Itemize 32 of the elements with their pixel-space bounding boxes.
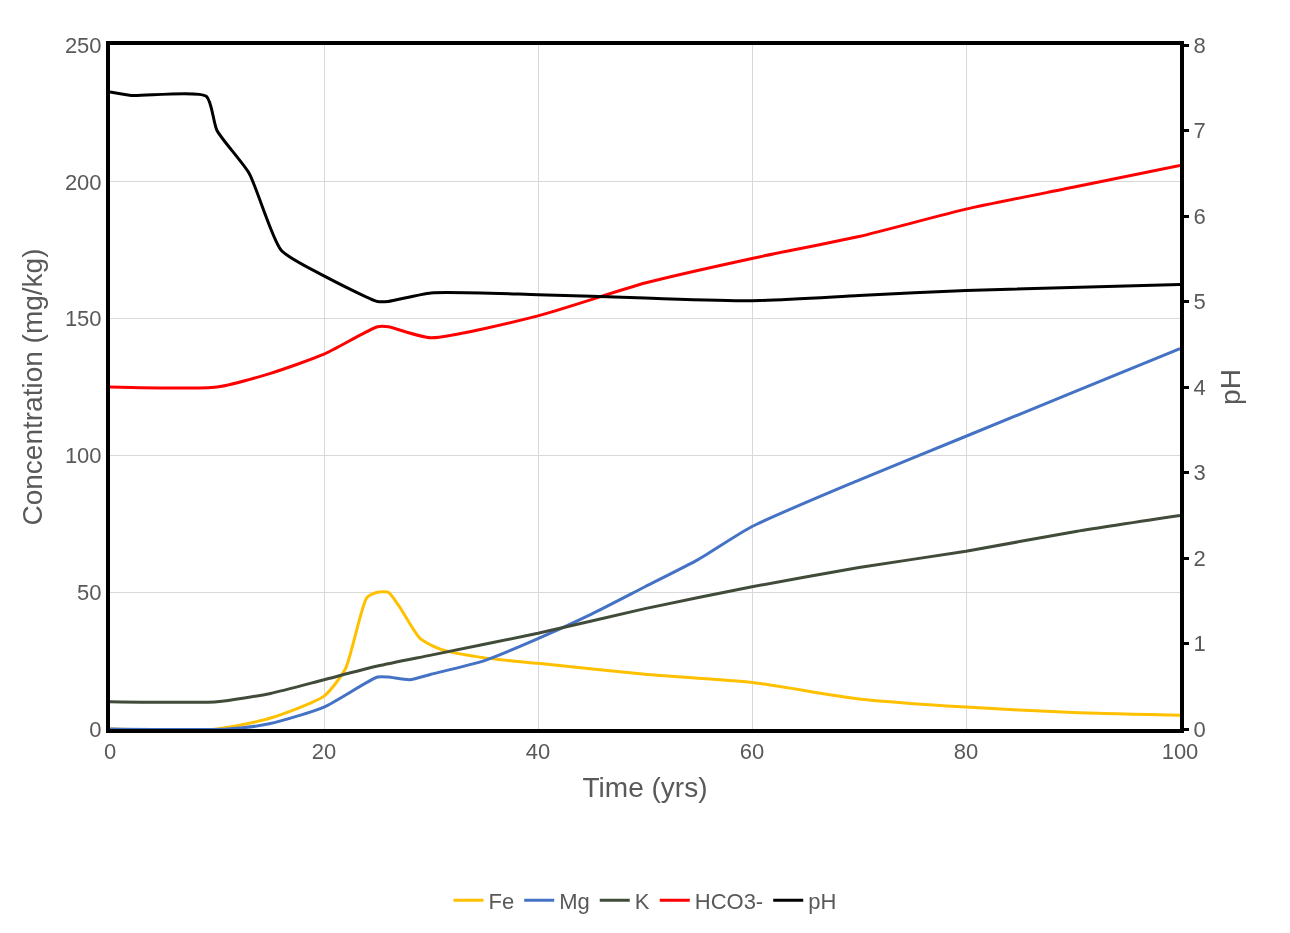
- y2-tick-label: 8: [1193, 32, 1206, 58]
- y2-tick-label: 3: [1193, 460, 1206, 486]
- x-tick-label: 80: [953, 739, 979, 765]
- y2-tick-label: 4: [1193, 374, 1206, 400]
- y2-tick-label: 5: [1193, 289, 1206, 315]
- y2-axis-title: pH: [1214, 369, 1246, 405]
- line-series: [110, 514, 1180, 704]
- x-tick-label: 40: [525, 739, 551, 765]
- y2-tick-label: 7: [1193, 118, 1206, 144]
- line-series: [110, 347, 1180, 729]
- x-tick-label: 100: [1161, 739, 1199, 765]
- y-tick-label: 50: [77, 579, 102, 605]
- y2-tick-label: 6: [1193, 203, 1206, 229]
- y-tick-label: 0: [89, 716, 102, 742]
- y-tick-label: 250: [64, 32, 102, 58]
- legend-label: K: [634, 888, 650, 914]
- y-tick-label: 150: [64, 306, 102, 332]
- legend-label: Mg: [559, 888, 590, 914]
- y2-tick-label: 0: [1193, 716, 1206, 742]
- legend-label: Fe: [488, 888, 515, 914]
- y-tick-label: 200: [64, 169, 102, 195]
- x-tick-label: 60: [739, 739, 765, 765]
- y2-tick-label: 2: [1193, 545, 1206, 571]
- line-series: [110, 163, 1180, 390]
- legend-label: HCO3-: [694, 888, 764, 914]
- y-axis-title: Concentration (mg/kg): [17, 248, 49, 526]
- x-tick-label: 20: [311, 739, 337, 765]
- line-series: [110, 90, 1180, 304]
- x-axis-title: Time (yrs): [582, 772, 708, 803]
- y2-tick-label: 1: [1193, 631, 1206, 657]
- y-tick-label: 100: [64, 443, 102, 469]
- legend-label: pH: [808, 888, 837, 914]
